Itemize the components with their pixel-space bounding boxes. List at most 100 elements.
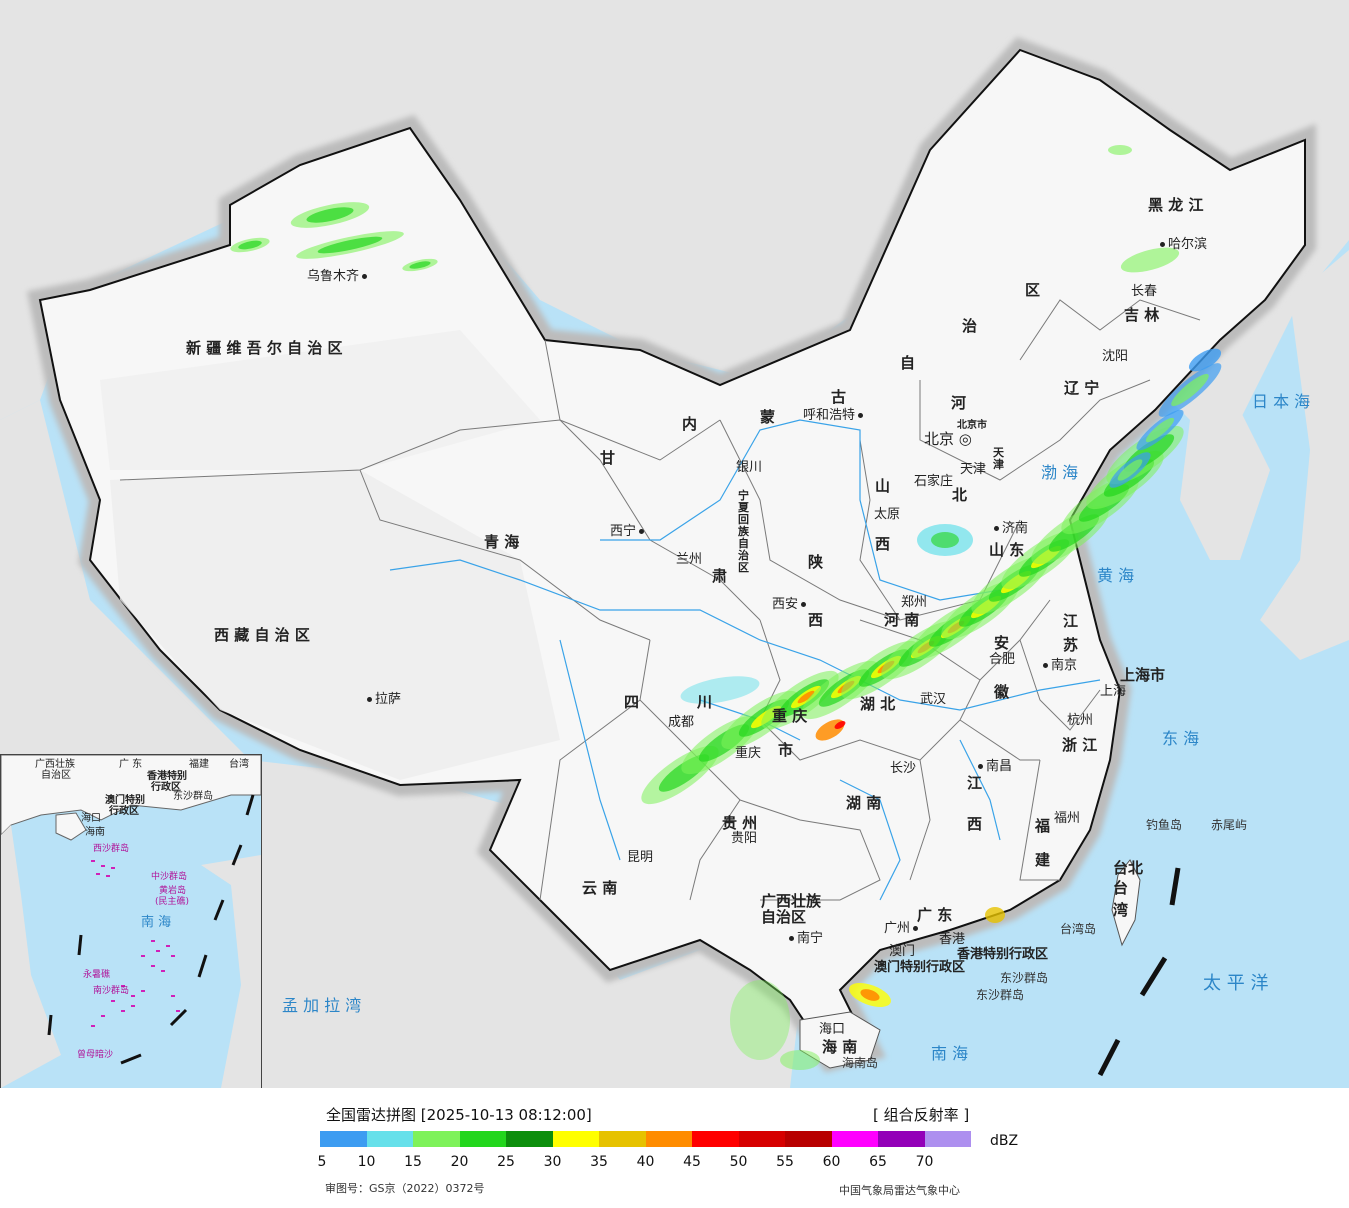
province-label: 湾 [1113, 901, 1129, 919]
city-label: 南昌 [975, 759, 1012, 775]
color-swatch [552, 1131, 599, 1147]
scale-tick-label: 55 [776, 1154, 794, 1170]
radar-echo [931, 532, 959, 548]
province-label: 台 [1113, 879, 1129, 897]
city-label: 西宁 [610, 524, 647, 540]
city-label: 上海 [1100, 684, 1127, 699]
province-label: 西 藏 自 治 区 [214, 626, 310, 644]
province-label: 山 东 [989, 541, 1025, 559]
radar-echo [1145, 417, 1175, 443]
province-label: 建 [1035, 851, 1051, 869]
province-label: 湖 北 [860, 695, 896, 713]
neighbor-land [0, 0, 1349, 420]
scale-tick-label: 40 [636, 1154, 655, 1170]
inset-label: 海南 [85, 827, 105, 838]
sea-label: 太 平 洋 [1203, 973, 1269, 994]
inset-label: 台湾 [229, 759, 249, 770]
product-label: [ 组合反射率 ] [873, 1106, 970, 1124]
color-swatch [413, 1131, 460, 1147]
inset-island-label: 永暑礁 [83, 970, 111, 980]
color-scale-ticks: 5 10 15 20 25 30 35 40 45 50 55 60 65 70 [317, 1154, 960, 1172]
scale-tick-label: 25 [497, 1154, 515, 1170]
province-label: 徽 [994, 683, 1010, 701]
scale-tick-label: 20 [450, 1154, 469, 1170]
province-label: 山 [875, 477, 891, 495]
province-label: 台北 [1113, 859, 1144, 877]
city-label: 武汉 [920, 692, 947, 707]
scale-tick-label: 5 [317, 1154, 327, 1170]
province-label: 云 南 [582, 879, 618, 897]
radar-echo [680, 676, 760, 704]
province-label: 苏 [1063, 636, 1079, 654]
inset-label: 南 海 [141, 915, 172, 930]
city-label: 银川 [736, 460, 763, 475]
reef-mark [171, 995, 175, 997]
color-swatch [599, 1131, 646, 1147]
province-label: 天津 [993, 446, 1004, 471]
city-label: 兰州 [676, 552, 703, 567]
province-label: 内 [682, 415, 698, 433]
province-label: 川 [697, 693, 713, 711]
province-label: 江 [967, 774, 983, 792]
island-label: 东沙群岛 [1000, 971, 1049, 985]
city-label: 太原 [874, 507, 901, 522]
province-label: 辽 宁 [1064, 379, 1100, 397]
inset-island-label: 西沙群岛 [93, 844, 130, 854]
color-scale [320, 1131, 971, 1147]
city-label: 贵阳 [731, 831, 758, 846]
province-label: 贵 州 [722, 814, 758, 832]
province-label: 浙 江 [1062, 736, 1098, 754]
city-label: 杭州 [1067, 713, 1094, 728]
province-label: 西 [967, 815, 983, 833]
reef-mark [96, 873, 100, 875]
province-label: 自治区 [761, 908, 807, 926]
province-label: 新 疆 维 吾 尔 自 治 区 [186, 339, 343, 357]
radar-echo [1117, 459, 1143, 481]
province-label: 江 [1063, 612, 1079, 630]
city-label: 呼和浩特 [803, 408, 866, 424]
boundary-dashes [1097, 867, 1181, 1077]
color-swatch [366, 1131, 413, 1147]
color-swatch [320, 1131, 367, 1147]
reef-mark [156, 950, 160, 952]
province-label: 肃 [712, 567, 728, 585]
inset-graphics [1, 755, 261, 1088]
reef-mark [121, 1010, 125, 1012]
radar-echo [317, 236, 383, 254]
province-label: 广西壮族 [761, 892, 822, 910]
reef-mark [161, 970, 165, 972]
province-label: 宁夏回族自治区 [738, 489, 749, 574]
city-label: 石家庄 [914, 474, 954, 489]
city-label: 天津 [960, 462, 987, 477]
reef-mark [121, 985, 125, 987]
province-label: 广 东 [917, 906, 953, 924]
city-label: 成都 [668, 715, 695, 730]
color-swatch [785, 1131, 832, 1147]
terrain-shade [100, 330, 540, 470]
color-swatch [924, 1131, 971, 1147]
island-label: 赤尾屿 [1211, 818, 1248, 832]
reef-mark [91, 1025, 95, 1027]
reef-mark [131, 1005, 135, 1007]
city-label: 沈阳 [1102, 349, 1129, 364]
radar-echo [1120, 247, 1180, 273]
province-label: 湖 南 [846, 794, 882, 812]
province-label: 四 [624, 693, 640, 711]
province-label: 市 [778, 741, 794, 759]
scale-tick-label: 15 [404, 1154, 422, 1170]
city-label: 乌鲁木齐 [307, 269, 370, 285]
scale-tick-label: 45 [683, 1154, 701, 1170]
city-label: 拉萨 [364, 692, 401, 708]
inset-label: 行政区 [151, 782, 181, 793]
inset-island-label: (民主礁) [155, 897, 190, 907]
province-label: 北 [952, 486, 968, 504]
inset-label: 海口 [81, 813, 101, 824]
radar-echo [780, 1050, 820, 1070]
reef-mark [151, 940, 155, 942]
province-label: 蒙 [760, 408, 776, 426]
city-label: 昆明 [627, 850, 654, 865]
rivers [389, 419, 1101, 901]
province-label: 陕 [808, 553, 824, 571]
sea-label: 南 海 [931, 1044, 969, 1063]
province-label: 海 南 [822, 1038, 858, 1056]
